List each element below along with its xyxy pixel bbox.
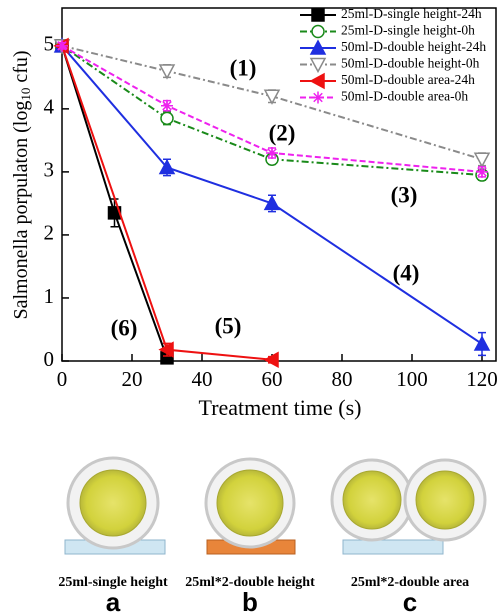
y-tick-label: 1	[44, 284, 55, 308]
y-tick-label: 0	[44, 347, 55, 371]
photo-panels	[65, 458, 485, 554]
panel-letter: c	[403, 587, 417, 616]
legend-marker	[311, 59, 325, 72]
x-tick-label: 120	[466, 367, 498, 391]
y-tick-label: 5	[44, 32, 55, 56]
marker	[476, 166, 488, 178]
legend-marker	[312, 92, 324, 104]
annotation: (5)	[215, 313, 242, 338]
liquid	[343, 471, 401, 529]
marker	[475, 337, 489, 350]
x-tick-label: 80	[332, 367, 353, 391]
annotation: (4)	[393, 260, 420, 285]
x-tick-label: 60	[262, 367, 283, 391]
x-tick-label: 0	[57, 367, 68, 391]
liquid	[416, 471, 474, 529]
y-axis-label: Salmonella porpulaton (log10 cfu)	[10, 50, 33, 319]
marker	[265, 196, 279, 209]
y-tick-label: 2	[44, 221, 55, 245]
x-axis-label: Treatment time (s)	[199, 395, 362, 420]
panel-letter: b	[242, 587, 258, 616]
legend-label: 25ml-D-single height-24h	[341, 6, 482, 21]
marker	[475, 153, 489, 166]
marker	[161, 100, 173, 112]
legend-label: 50ml-D-double area-0h	[341, 89, 468, 104]
marker	[56, 40, 68, 52]
legend-marker	[312, 26, 324, 38]
liquid	[80, 470, 146, 536]
legend-label: 50ml-D-double height-24h	[341, 39, 486, 54]
y-tick-label: 4	[44, 95, 55, 119]
marker	[161, 112, 173, 124]
legend-marker	[311, 74, 324, 88]
x-tick-label: 100	[396, 367, 428, 391]
annotation: (1)	[230, 55, 257, 80]
annotation: (3)	[391, 182, 418, 207]
legend-label: 25ml-D-single height-0h	[341, 23, 475, 38]
legend-marker	[312, 9, 324, 21]
marker	[266, 147, 278, 159]
base-plate	[343, 540, 443, 554]
figure: Salmonella porpulaton (log10 cfu) Treatm…	[0, 0, 503, 616]
legend-label: 50ml-D-double height-0h	[341, 56, 480, 71]
marker	[160, 65, 174, 78]
x-tick-label: 40	[192, 367, 213, 391]
panel-letter: a	[106, 587, 121, 616]
annotation: (2)	[269, 120, 296, 145]
annotation: (6)	[111, 315, 138, 340]
x-tick-label: 20	[122, 367, 143, 391]
liquid	[217, 470, 283, 536]
y-tick-label: 3	[44, 158, 55, 182]
legend-label: 50ml-D-double area-24h	[341, 72, 475, 87]
